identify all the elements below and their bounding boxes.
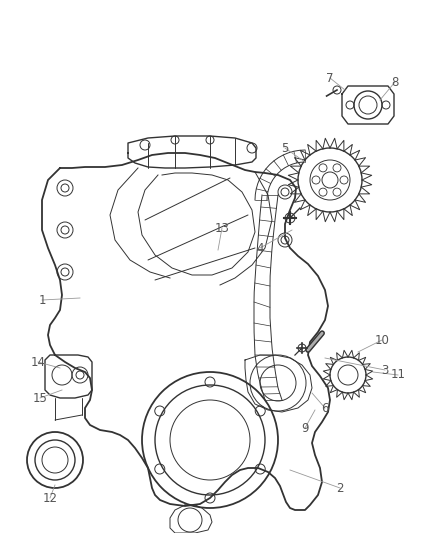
Text: 10: 10	[374, 334, 389, 346]
Text: 2: 2	[336, 481, 344, 495]
Text: 9: 9	[301, 422, 309, 434]
Text: 7: 7	[326, 71, 334, 85]
Text: 15: 15	[32, 392, 47, 405]
Text: 5: 5	[281, 141, 289, 155]
Text: 8: 8	[391, 76, 399, 88]
Text: 6: 6	[321, 401, 329, 415]
Text: 13: 13	[215, 222, 230, 235]
Text: 4: 4	[256, 241, 264, 254]
Text: 3: 3	[381, 364, 389, 376]
Text: 12: 12	[42, 491, 57, 505]
Text: 11: 11	[391, 368, 406, 382]
Text: 14: 14	[31, 356, 46, 368]
Text: 1: 1	[38, 294, 46, 306]
